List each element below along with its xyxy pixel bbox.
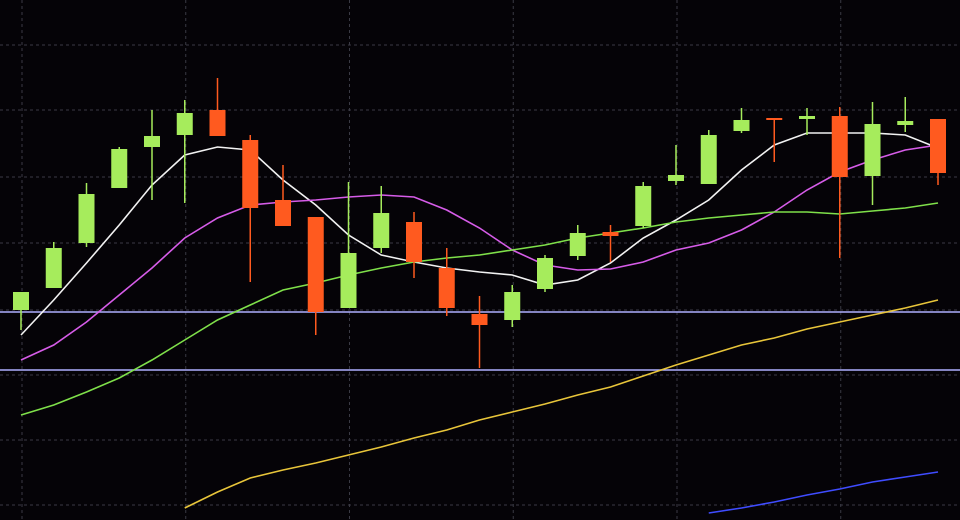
candle-body bbox=[176, 113, 193, 135]
candle-body bbox=[209, 110, 226, 136]
candle-body bbox=[13, 292, 29, 310]
candle-body bbox=[373, 213, 390, 248]
candle-body bbox=[537, 258, 553, 289]
candle-body bbox=[799, 116, 815, 119]
candle-body bbox=[766, 118, 783, 120]
candle-body bbox=[471, 314, 488, 325]
moving-average bbox=[20, 144, 939, 361]
candle-body bbox=[275, 200, 291, 226]
moving-average bbox=[20, 132, 939, 336]
candle-body bbox=[307, 217, 324, 312]
candle-body bbox=[602, 232, 619, 236]
candle-body bbox=[144, 136, 160, 147]
candle-body bbox=[45, 248, 62, 288]
candle-body bbox=[340, 253, 357, 308]
candle-body bbox=[111, 149, 128, 188]
candle-body bbox=[569, 233, 586, 256]
candle-body bbox=[930, 119, 946, 173]
moving-average bbox=[20, 202, 939, 416]
candle-body bbox=[78, 194, 95, 243]
candle-body bbox=[831, 116, 848, 177]
candle-body bbox=[635, 186, 652, 226]
candle-body bbox=[242, 140, 259, 208]
moving-average bbox=[184, 299, 939, 509]
candle-body bbox=[504, 292, 521, 320]
candle-body bbox=[406, 222, 422, 262]
candle-body bbox=[668, 175, 684, 181]
moving-average bbox=[708, 471, 939, 514]
candle-body bbox=[700, 135, 717, 184]
candle-body bbox=[897, 121, 914, 125]
candle-body bbox=[864, 124, 881, 176]
candle-body bbox=[733, 120, 750, 131]
candle-body bbox=[438, 268, 455, 308]
